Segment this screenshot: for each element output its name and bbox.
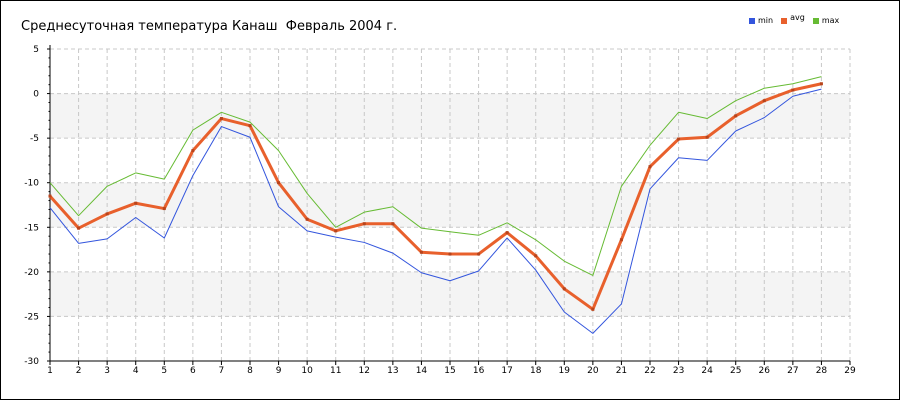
data-point-avg — [591, 307, 595, 311]
data-point-avg — [734, 114, 738, 118]
x-tick-label: 24 — [701, 366, 713, 376]
data-point-avg — [277, 181, 281, 185]
y-tick-label: -25 — [24, 312, 39, 322]
data-point-avg — [819, 82, 823, 86]
data-point-avg — [391, 222, 395, 226]
x-tick-label: 22 — [644, 366, 655, 376]
y-tick-label: -20 — [24, 268, 39, 278]
data-point-avg — [677, 137, 681, 141]
x-tick-label: 17 — [501, 366, 512, 376]
data-point-avg — [762, 99, 766, 103]
data-point-avg — [477, 252, 481, 256]
series-line-min — [49, 88, 822, 334]
x-tick-label: 8 — [247, 366, 253, 376]
x-tick-label: 27 — [787, 366, 798, 376]
x-tick-label: 3 — [104, 366, 110, 376]
x-tick-label: 12 — [359, 366, 370, 376]
x-tick-label: 28 — [816, 366, 828, 376]
legend-label-min: min — [758, 16, 774, 25]
data-point-avg — [334, 229, 338, 233]
x-tick-label: 21 — [616, 366, 627, 376]
x-tick-label: 10 — [301, 366, 313, 376]
x-tick-label: 14 — [416, 366, 428, 376]
data-point-avg — [648, 165, 652, 169]
legend-item-min: min — [749, 16, 773, 25]
x-tick-label: 16 — [473, 366, 485, 376]
data-point-avg — [191, 149, 195, 153]
x-tick-label: 2 — [76, 366, 82, 376]
data-point-avg — [791, 88, 795, 92]
legend-swatch-min — [749, 17, 755, 24]
data-point-avg — [705, 135, 709, 139]
x-tick-label: 23 — [673, 366, 684, 376]
data-point-avg — [419, 250, 423, 254]
y-tick-label: -5 — [30, 134, 39, 144]
x-tick-label: 7 — [219, 366, 225, 376]
legend-swatch-max — [812, 17, 819, 24]
x-tick-label: 25 — [730, 366, 741, 376]
y-tick-label: -15 — [24, 223, 39, 233]
x-tick-label: 26 — [759, 366, 771, 376]
x-tick-label: 18 — [530, 366, 542, 376]
x-tick-label: 9 — [276, 366, 282, 376]
x-tick-label: 29 — [844, 366, 856, 376]
x-tick-label: 13 — [387, 366, 398, 376]
y-tick-label: 5 — [33, 45, 39, 55]
legend-item-max: max — [812, 16, 840, 25]
legend-label-avg: avg — [790, 13, 805, 22]
y-tick-label: 0 — [33, 90, 39, 100]
data-point-avg — [305, 217, 309, 221]
x-tick-label: 6 — [190, 366, 196, 376]
x-tick-label: 1 — [47, 366, 53, 376]
y-tick-label: -10 — [24, 179, 39, 189]
x-tick-label: 11 — [330, 366, 341, 376]
series-line-avg — [48, 82, 822, 311]
x-tick-label: 5 — [161, 366, 167, 376]
data-point-avg — [448, 252, 452, 256]
legend: min avg max — [749, 13, 840, 25]
x-tick-label: 20 — [587, 366, 599, 376]
data-point-avg — [162, 207, 166, 211]
chart-title: Среднесуточная температура Канаш Февраль… — [21, 19, 398, 34]
legend-swatch-avg — [781, 17, 788, 24]
data-point-avg — [105, 212, 109, 216]
legend-item-avg: avg — [781, 13, 805, 25]
data-point-avg — [134, 201, 138, 205]
x-tick-label: 4 — [133, 366, 139, 376]
x-tick-label: 19 — [559, 366, 571, 376]
legend-label-max: max — [821, 16, 840, 25]
data-point-avg — [219, 117, 223, 121]
data-point-avg — [534, 254, 538, 258]
data-point-avg — [362, 222, 366, 226]
data-point-avg — [505, 231, 509, 235]
x-tick-label: 15 — [444, 366, 455, 376]
data-point-avg — [48, 194, 52, 198]
data-point-avg — [248, 124, 252, 128]
series-line-max — [49, 76, 822, 276]
data-point-avg — [562, 287, 566, 291]
data-point-avg — [619, 238, 623, 242]
y-tick-label: -30 — [24, 357, 39, 367]
data-point-avg — [77, 226, 81, 230]
